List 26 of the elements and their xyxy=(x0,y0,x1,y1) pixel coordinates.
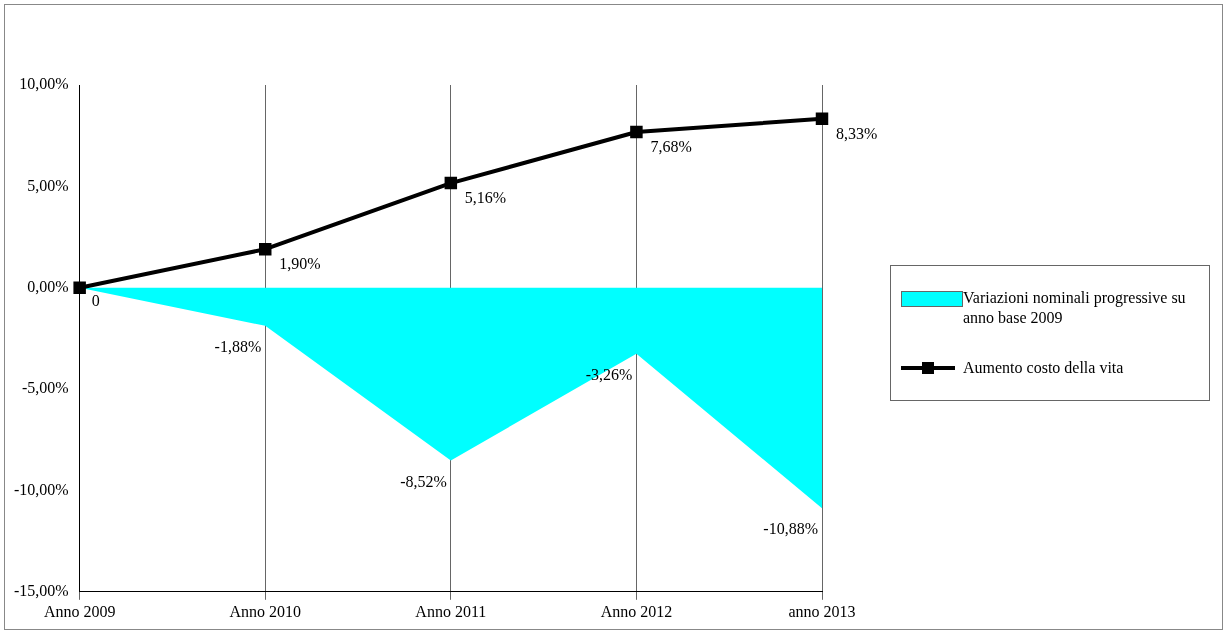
y-tick-label: 0,00% xyxy=(27,277,69,295)
data-label: -8,52% xyxy=(400,472,447,490)
y-tick-label: -10,00% xyxy=(14,480,69,498)
y-tick-label: 5,00% xyxy=(27,176,69,194)
point xyxy=(815,112,829,126)
point xyxy=(444,176,458,190)
point xyxy=(630,125,643,139)
y-tick-label: -15,00% xyxy=(14,582,69,599)
x-tick-label: anno 2013 xyxy=(788,602,856,620)
data-label: 7,68% xyxy=(650,138,692,156)
point xyxy=(73,281,86,294)
data-label: 1,90% xyxy=(279,255,321,273)
x-tick-label: Anno 2011 xyxy=(415,602,487,620)
data-label: 0 xyxy=(91,291,100,309)
data-label: 8,33% xyxy=(836,125,878,143)
point xyxy=(259,242,272,256)
data-label: -1,88% xyxy=(214,338,262,356)
legend-label: Variazioni nominali progressive su anno base 2009 xyxy=(963,288,1187,328)
y-tick-label: -5,00% xyxy=(22,379,69,397)
data-label: 5,16% xyxy=(464,189,507,207)
x-tick-label: Anno 2009 xyxy=(43,602,116,620)
y-tick-label: 10,00% xyxy=(19,75,69,93)
x-tick-label: Anno 2012 xyxy=(600,602,673,620)
legend-label: Aumento costo della vita xyxy=(963,358,1124,378)
data-label: -10,88% xyxy=(763,520,818,538)
x-tick-label: Anno 2010 xyxy=(229,602,302,620)
